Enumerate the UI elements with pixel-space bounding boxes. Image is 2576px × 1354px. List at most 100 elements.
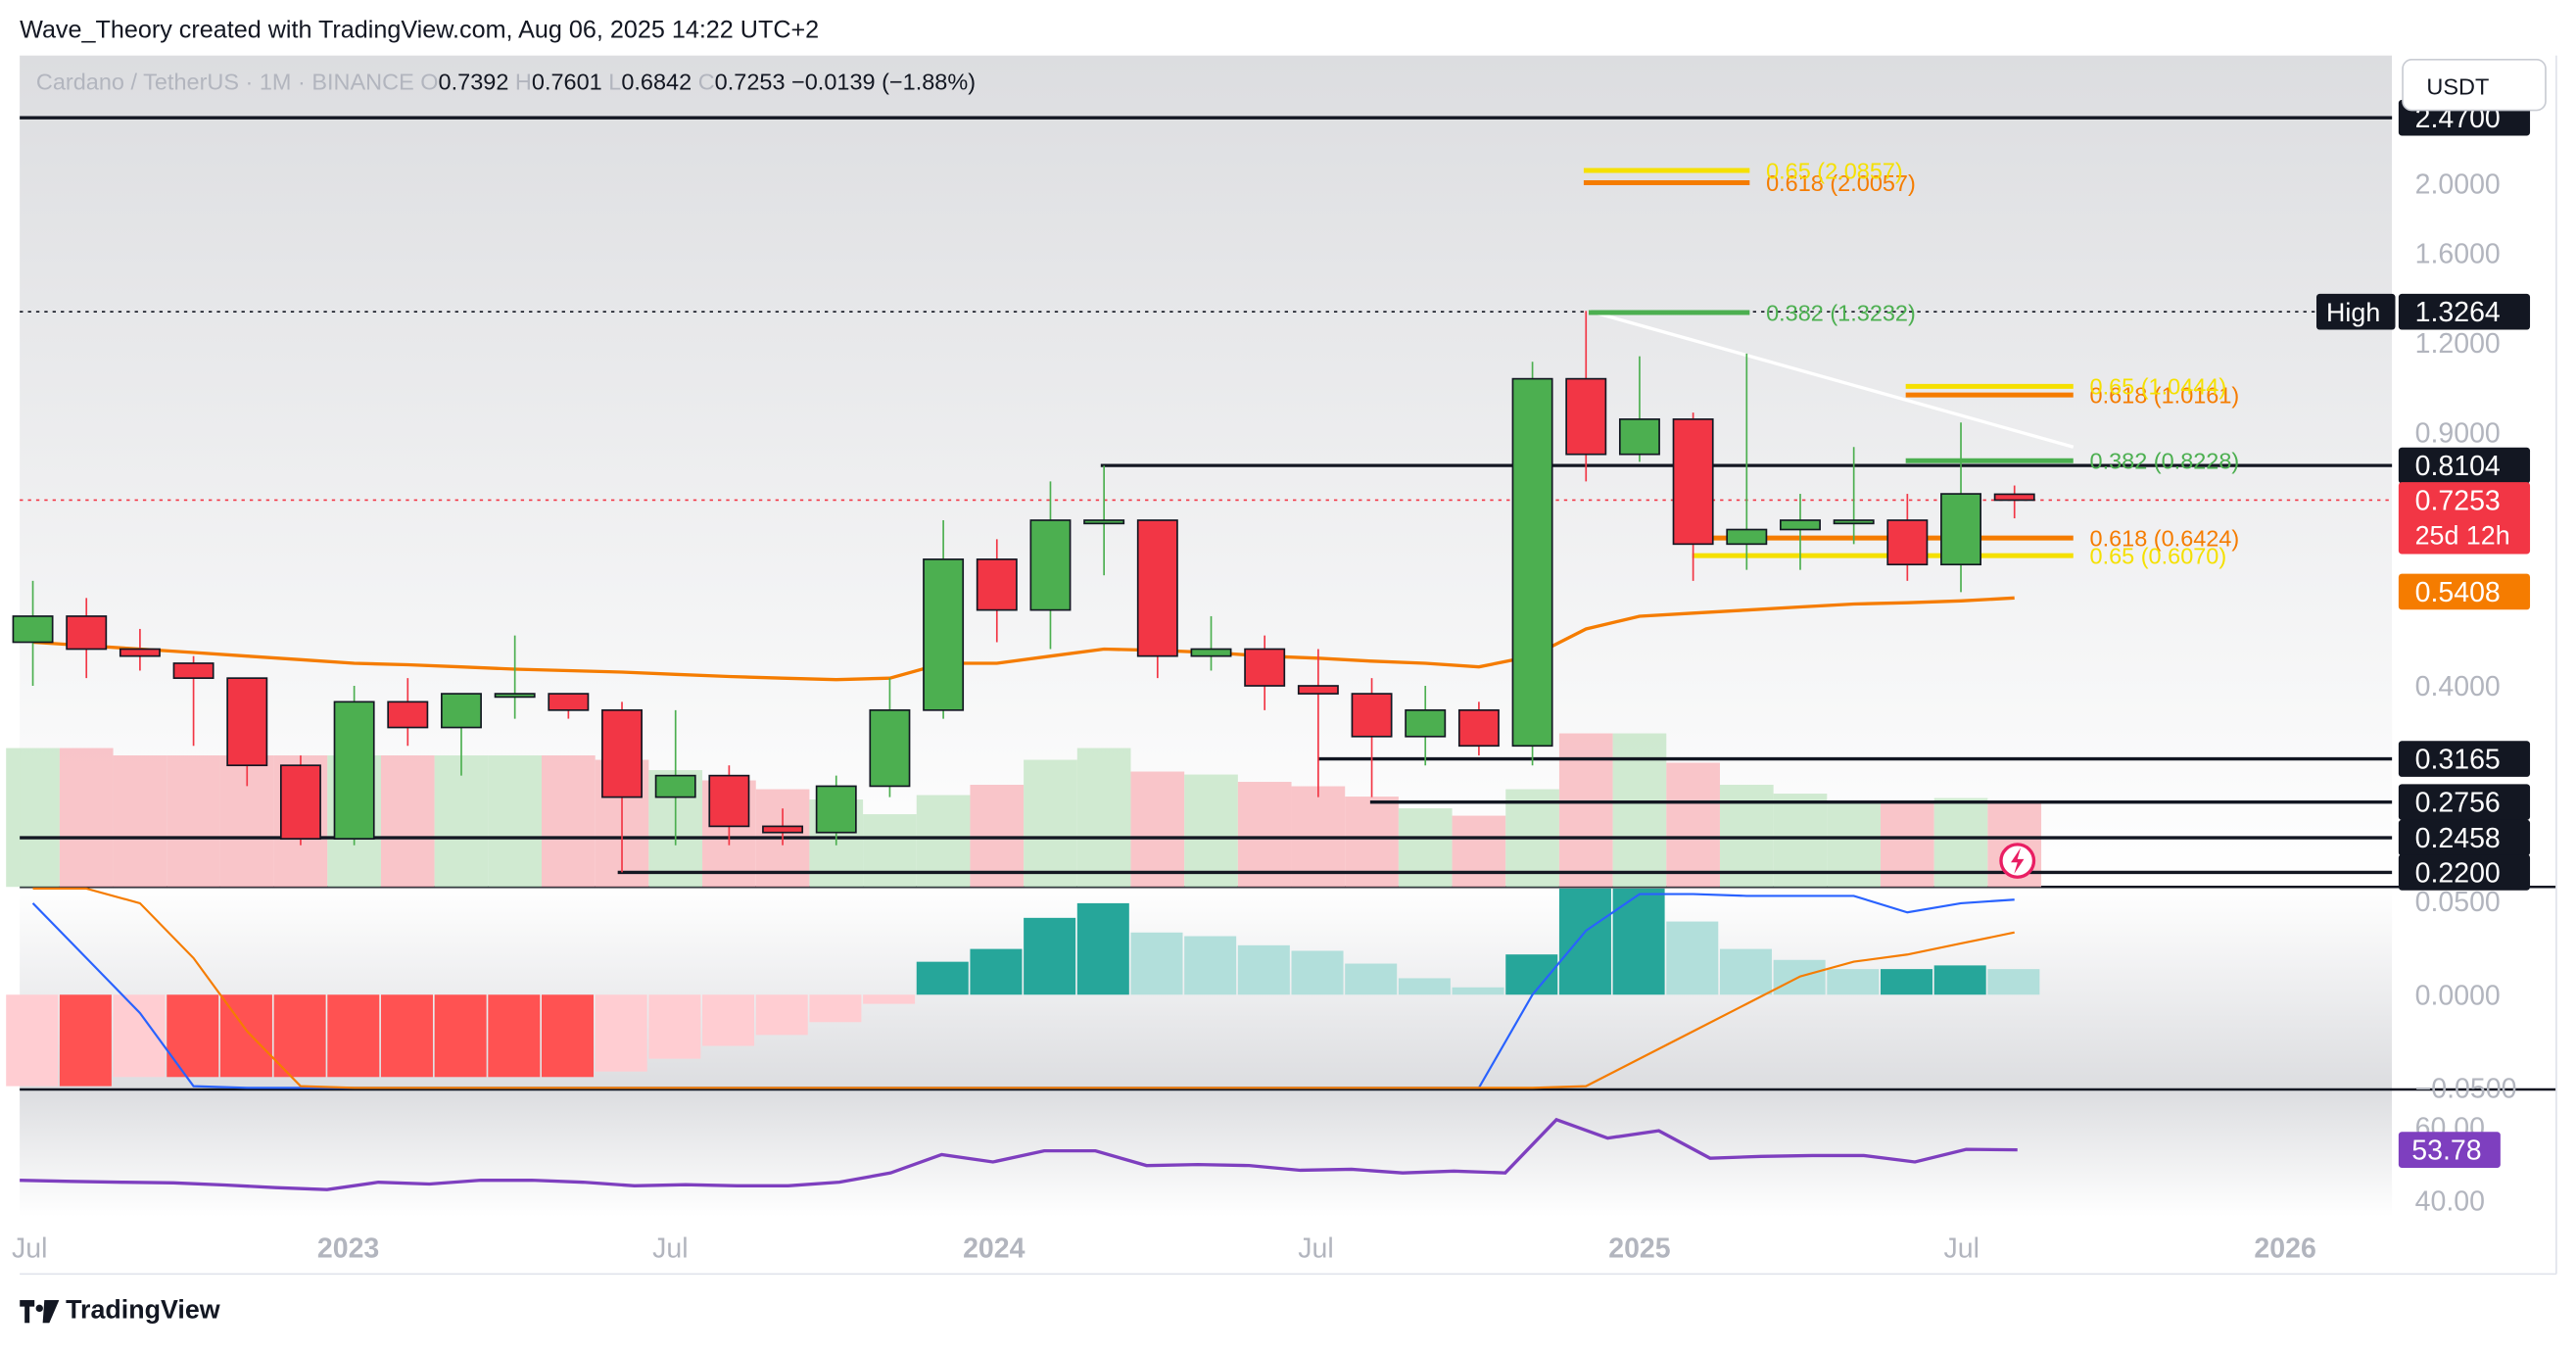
candle[interactable] <box>1457 701 1500 756</box>
candle-body <box>279 764 321 840</box>
candle-body <box>976 558 1018 611</box>
high-tag <box>2315 293 2396 330</box>
candle[interactable] <box>1833 447 1875 545</box>
candle[interactable] <box>441 693 482 776</box>
tradingview-logo-icon <box>20 1300 60 1324</box>
rsi-axis-tick: 40.00 <box>2415 1185 2485 1217</box>
candle[interactable] <box>708 765 750 846</box>
macd-histogram-bar <box>1719 948 1772 995</box>
macd-histogram-bar <box>809 994 862 1023</box>
close-label: C <box>697 69 715 95</box>
macd-histogram-bar <box>488 994 541 1078</box>
candle[interactable] <box>226 677 268 787</box>
candle-body <box>708 774 750 828</box>
price-tag <box>2398 784 2531 820</box>
macd-histogram-bar <box>542 994 595 1078</box>
candle[interactable] <box>1351 678 1393 798</box>
candle[interactable] <box>333 686 375 846</box>
candle-body <box>1726 528 1768 546</box>
candle[interactable] <box>923 520 965 719</box>
candle[interactable] <box>1190 615 1232 671</box>
volume-area-segment <box>1237 782 1292 888</box>
time-axis-tick: 2026 <box>2254 1233 2315 1265</box>
candle[interactable] <box>172 655 215 747</box>
price-tag-label: 0.2200 <box>2415 857 2501 889</box>
time-axis-tick: 2025 <box>1608 1233 1670 1265</box>
price-tag <box>2398 447 2531 484</box>
candle[interactable] <box>279 755 321 846</box>
candle-body <box>762 825 804 834</box>
candle[interactable] <box>1940 422 1981 593</box>
candle[interactable] <box>1780 494 1821 570</box>
candle[interactable] <box>1405 686 1447 766</box>
price-scale-background <box>2392 55 2556 1217</box>
volume-area-segment <box>542 755 596 888</box>
candle-body <box>172 662 215 679</box>
candle[interactable] <box>66 598 108 679</box>
lightning-icon[interactable] <box>1999 843 2036 879</box>
symbol-legend: Cardano / TetherUS · 1M · BINANCE O0.739… <box>36 69 976 95</box>
macd-histogram-bar <box>702 994 755 1046</box>
ema-line <box>32 596 2015 682</box>
volume-area-segment <box>1452 815 1506 888</box>
time-axis-tick: Jul <box>12 1233 47 1265</box>
fibonacci-label: 0.65 (2.0857) <box>1766 158 1903 183</box>
candle-body <box>1297 685 1339 695</box>
candle[interactable] <box>119 628 161 671</box>
volume-area-segment <box>1024 759 1077 888</box>
currency-button[interactable]: USDT <box>2402 59 2547 112</box>
price-tag-label: 0.5408 <box>2415 577 2501 608</box>
candle-body <box>1405 709 1447 738</box>
macd-histogram-bar <box>1612 888 1665 995</box>
candle-body <box>1136 519 1178 657</box>
candle[interactable] <box>12 580 54 687</box>
macd-histogram-bar <box>1827 969 1880 995</box>
candle-body <box>548 693 590 711</box>
candle[interactable] <box>1886 494 1929 581</box>
macd-axis-tick: 0.0500 <box>2415 887 2501 918</box>
volume-area-segment <box>434 755 489 888</box>
candle[interactable] <box>548 693 590 719</box>
candle[interactable] <box>815 775 857 846</box>
fibonacci-label: 0.382 (0.8228) <box>2090 449 2240 474</box>
price-tag-label: 0.7253 <box>2415 486 2501 517</box>
price-tag <box>2398 741 2531 777</box>
candle[interactable] <box>1672 412 1714 581</box>
volume-area-segment <box>113 755 167 888</box>
rsi-pane-background <box>20 1088 2393 1217</box>
candle[interactable] <box>1726 353 1768 570</box>
price-tag <box>2398 819 2531 856</box>
candle[interactable] <box>1244 635 1286 710</box>
candle[interactable] <box>1511 362 1553 766</box>
candle[interactable] <box>1618 356 1660 462</box>
candle[interactable] <box>1993 485 2035 519</box>
macd-histogram-bar <box>273 994 326 1078</box>
candle-body <box>1886 519 1929 566</box>
price-tag <box>2398 573 2531 610</box>
candle-body <box>226 677 268 767</box>
candle[interactable] <box>1136 519 1178 679</box>
symbol-title[interactable]: Cardano / TetherUS · 1M · BINANCE <box>35 69 414 95</box>
candle[interactable] <box>494 635 536 719</box>
candle-body <box>12 615 54 644</box>
time-axis-tick: 2023 <box>317 1233 379 1265</box>
candle[interactable] <box>654 709 696 846</box>
price-pane-background <box>20 55 2393 888</box>
candle[interactable] <box>1297 649 1339 798</box>
candle-body <box>923 558 965 711</box>
rsi-value-label: 53.78 <box>2411 1136 2481 1167</box>
macd-histogram-bar <box>1291 950 1344 995</box>
macd-histogram-bar <box>648 994 701 1059</box>
candle[interactable] <box>1083 465 1125 576</box>
candle[interactable] <box>869 678 911 798</box>
macd-histogram-bar <box>755 994 808 1036</box>
candle-body <box>333 701 375 840</box>
candle[interactable] <box>1565 311 1607 482</box>
candle[interactable] <box>1029 481 1072 650</box>
change-value: −0.0139 (−1.88%) <box>791 69 977 95</box>
candle[interactable] <box>976 539 1018 643</box>
candle[interactable] <box>387 678 429 747</box>
candle[interactable] <box>762 808 804 846</box>
candle[interactable] <box>601 701 643 873</box>
